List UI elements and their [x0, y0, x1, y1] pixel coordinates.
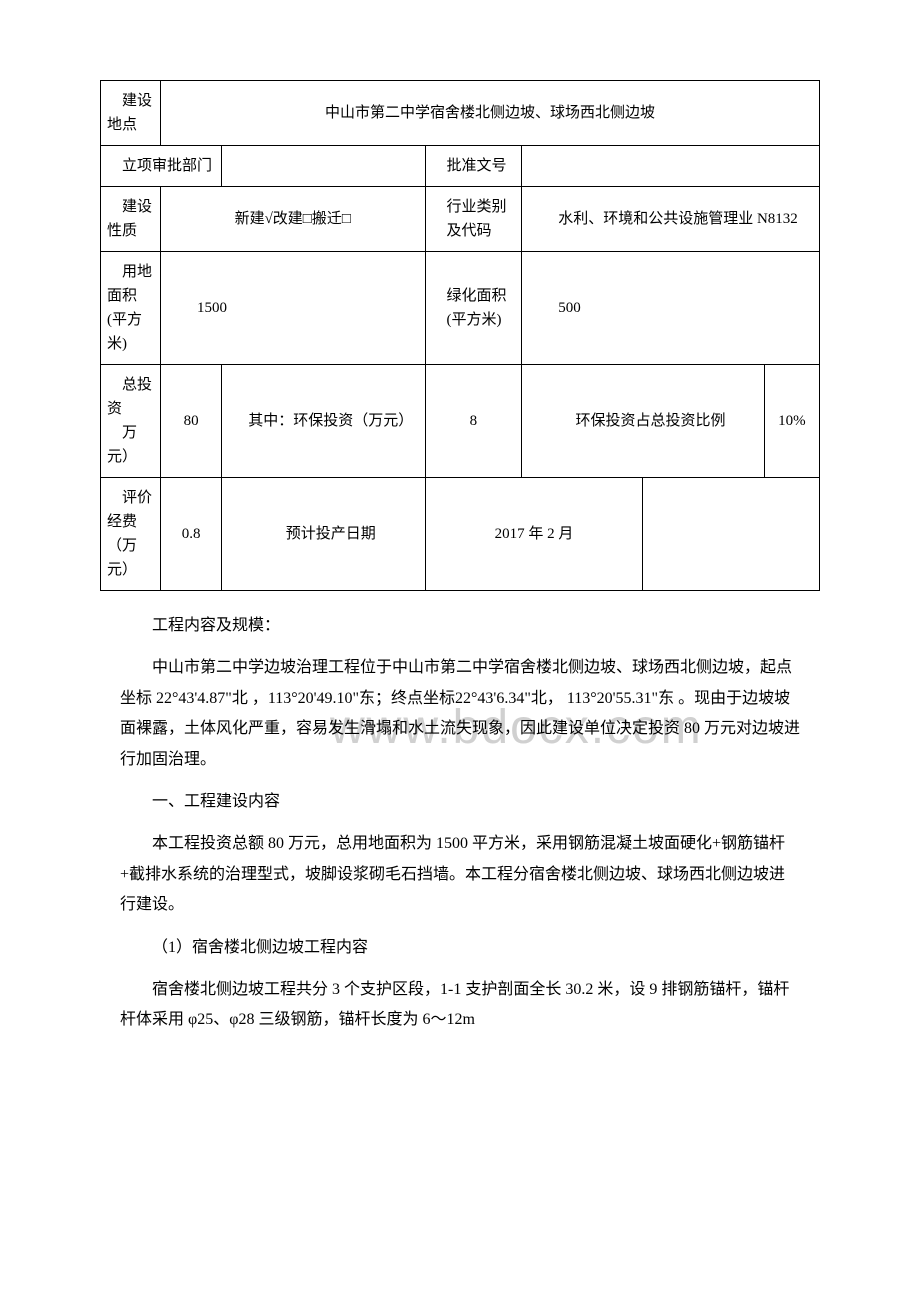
construction-nature-label: 建设性质 [101, 187, 161, 252]
table-row: 总投资 万元） 80 其中：环保投资（万元） 8 环保投资占总投资比例 10% [101, 365, 820, 478]
table-row: 建设性质 新建√改建□搬迁□ 行业类别 及代码 水利、环境和公共设施管理业 N8… [101, 187, 820, 252]
total-investment-value: 80 [161, 365, 222, 478]
industry-label-line1: 行业类别 [432, 195, 516, 219]
content-paragraph: 宿舍楼北侧边坡工程共分 3 个支护区段，1-1 支护剖面全长 30.2 米，设 … [120, 975, 800, 1036]
total-inv-line1: 总投资 [107, 373, 154, 421]
section-heading: 一、工程建设内容 [120, 787, 800, 817]
green-area-label-line2: (平方米) [432, 308, 516, 332]
land-area-label: 用地面积(平方米) [101, 252, 161, 365]
approval-no-label: 批准文号 [425, 146, 522, 187]
industry-code-label: 行业类别 及代码 [425, 187, 522, 252]
approval-no-value [522, 146, 820, 187]
content-paragraph: 中山市第二中学边坡治理工程位于中山市第二中学宿舍楼北侧边坡、球场西北侧边坡，起点… [120, 653, 800, 775]
location-value: 中山市第二中学宿舍楼北侧边坡、球场西北侧边坡 [161, 81, 820, 146]
location-label: 建设地点 [101, 81, 161, 146]
table-row: 评价经费（万元） 0.8 预计投产日期 2017 年 2 月 [101, 478, 820, 591]
total-inv-line2: 万元） [107, 421, 154, 469]
item-heading: （1）宿舍楼北侧边坡工程内容 [120, 933, 800, 963]
industry-label-line2: 及代码 [432, 219, 516, 243]
empty-cell [643, 478, 820, 591]
production-date-label: 预计投产日期 [222, 478, 425, 591]
approval-dept-value [222, 146, 425, 187]
document-container: www.bdocx.com 建设地点 中山市第二中学宿舍楼北侧边坡、球场西北侧边… [100, 80, 820, 1036]
green-area-label: 绿化面积 (平方米) [425, 252, 522, 365]
content-heading: 工程内容及规模： [120, 611, 800, 641]
industry-code-value: 水利、环境和公共设施管理业 N8132 [522, 187, 820, 252]
table-row: 用地面积(平方米) 1500 绿化面积 (平方米) 500 [101, 252, 820, 365]
assessment-fee-value: 0.8 [161, 478, 222, 591]
env-ratio-label: 环保投资占总投资比例 [522, 365, 765, 478]
land-area-value: 1500 [161, 252, 426, 365]
table-row: 立项审批部门 批准文号 [101, 146, 820, 187]
approval-dept-label: 立项审批部门 [101, 146, 222, 187]
green-area-value: 500 [522, 252, 820, 365]
construction-nature-value: 新建√改建□搬迁□ [161, 187, 426, 252]
production-date-value: 2017 年 2 月 [425, 478, 643, 591]
env-investment-label: 其中：环保投资（万元） [222, 365, 425, 478]
table-row: 建设地点 中山市第二中学宿舍楼北侧边坡、球场西北侧边坡 [101, 81, 820, 146]
assessment-fee-label: 评价经费（万元） [101, 478, 161, 591]
content-paragraph: 本工程投资总额 80 万元，总用地面积为 1500 平方米，采用钢筋混凝土坡面硬… [120, 829, 800, 920]
total-investment-label: 总投资 万元） [101, 365, 161, 478]
env-ratio-value: 10% [764, 365, 819, 478]
project-info-table: 建设地点 中山市第二中学宿舍楼北侧边坡、球场西北侧边坡 立项审批部门 批准文号 … [100, 80, 820, 591]
env-investment-value: 8 [425, 365, 522, 478]
green-area-label-line1: 绿化面积 [432, 284, 516, 308]
content-section: 工程内容及规模： 中山市第二中学边坡治理工程位于中山市第二中学宿舍楼北侧边坡、球… [100, 611, 820, 1036]
